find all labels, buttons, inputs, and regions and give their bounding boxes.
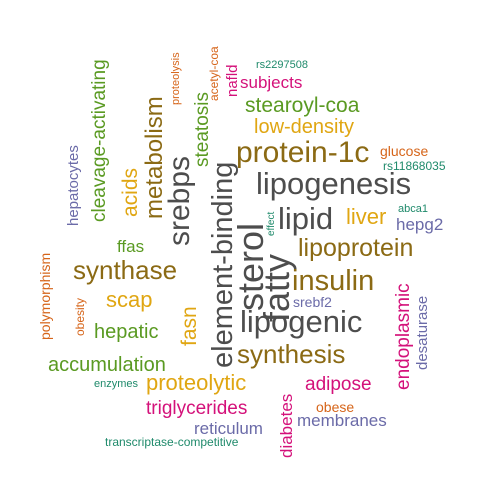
word-nafld: nafld bbox=[224, 64, 241, 97]
word-synthase: synthase bbox=[73, 255, 178, 285]
word-acids: acids bbox=[119, 167, 142, 217]
word-adipose: adipose bbox=[305, 374, 372, 395]
word-transcriptase-competitive: transcriptase-competitive bbox=[105, 435, 239, 449]
word-metabolism: metabolism bbox=[141, 96, 168, 219]
word-stearoyl-coa: stearoyl-coa bbox=[245, 94, 360, 117]
word-proteolysis: proteolysis bbox=[170, 52, 182, 105]
word-accumulation: accumulation bbox=[48, 354, 166, 376]
word-triglycerides: triglycerides bbox=[146, 398, 248, 419]
word-fasn: fasn bbox=[178, 306, 201, 346]
word-polymorphism: polymorphism bbox=[37, 252, 53, 340]
word-desaturase: desaturase bbox=[414, 295, 431, 370]
word-scap: scap bbox=[106, 287, 153, 312]
word-membranes: membranes bbox=[297, 411, 387, 430]
word-insulin: insulin bbox=[292, 265, 375, 297]
word-low-density: low-density bbox=[254, 116, 355, 138]
word-hepatocytes: hepatocytes bbox=[65, 145, 82, 226]
word-subjects: subjects bbox=[240, 73, 303, 92]
word-lipogenic: lipogenic bbox=[240, 304, 363, 339]
word-hepatic: hepatic bbox=[94, 321, 159, 343]
word-acetyl-coa: acetyl-coa bbox=[207, 46, 221, 101]
word-proteolytic: proteolytic bbox=[146, 370, 247, 395]
word-endoplasmic: endoplasmic bbox=[393, 283, 414, 390]
word-effect: effect bbox=[266, 211, 277, 236]
word-liver: liver bbox=[346, 204, 387, 229]
word-lipoprotein: lipoprotein bbox=[298, 234, 414, 262]
word-lipid: lipid bbox=[278, 201, 334, 236]
word-diabetes: diabetes bbox=[277, 393, 296, 458]
word-obese: obese bbox=[316, 399, 355, 415]
word-abca1: abca1 bbox=[398, 203, 428, 215]
word-protein-1c: protein-1c bbox=[236, 136, 370, 169]
word-cleavage-activating: cleavage-activating bbox=[89, 59, 110, 222]
word-ffas: ffas bbox=[117, 237, 145, 256]
word-srebf2: srebf2 bbox=[293, 294, 332, 310]
word-hepg2: hepg2 bbox=[396, 215, 444, 234]
word-glucose: glucose bbox=[380, 143, 429, 159]
word-rs2297508: rs2297508 bbox=[256, 59, 308, 71]
word-obesity: obesity bbox=[73, 297, 87, 336]
word-synthesis: synthesis bbox=[237, 339, 346, 369]
word-rs11868035: rs11868035 bbox=[383, 159, 446, 173]
word-reticulum: reticulum bbox=[194, 419, 263, 438]
word-enzymes: enzymes bbox=[94, 378, 139, 390]
word-lipogenesis: lipogenesis bbox=[256, 166, 412, 201]
